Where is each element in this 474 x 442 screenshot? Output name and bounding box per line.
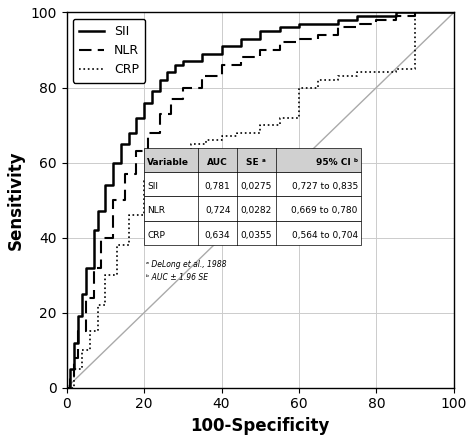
Text: 95% CI ᵇ: 95% CI ᵇ <box>316 158 358 167</box>
Bar <box>144 148 361 172</box>
Legend: SII, NLR, CRP: SII, NLR, CRP <box>73 19 146 83</box>
Text: 0,564 to 0,704: 0,564 to 0,704 <box>292 231 358 240</box>
Text: 0,0282: 0,0282 <box>241 206 272 216</box>
Text: 0,0275: 0,0275 <box>241 182 272 191</box>
Bar <box>144 196 361 221</box>
Text: SE ᵃ: SE ᵃ <box>246 158 266 167</box>
Text: 0,0355: 0,0355 <box>241 231 272 240</box>
Text: 0,781: 0,781 <box>205 182 230 191</box>
Text: AUC: AUC <box>207 158 228 167</box>
Text: CRP: CRP <box>147 231 165 240</box>
Text: 0,724: 0,724 <box>205 206 230 216</box>
Text: ᵇ AUC ± 1.96 SE: ᵇ AUC ± 1.96 SE <box>146 273 208 282</box>
Text: Variable: Variable <box>147 158 189 167</box>
Text: 0,634: 0,634 <box>205 231 230 240</box>
Y-axis label: Sensitivity: Sensitivity <box>7 150 25 250</box>
X-axis label: 100-Specificity: 100-Specificity <box>191 417 330 435</box>
Text: SII: SII <box>147 182 158 191</box>
Text: NLR: NLR <box>147 206 165 216</box>
Text: 0,727 to 0,835: 0,727 to 0,835 <box>292 182 358 191</box>
Text: ᵃ DeLong et al., 1988: ᵃ DeLong et al., 1988 <box>146 260 227 269</box>
Text: 0,669 to 0,780: 0,669 to 0,780 <box>292 206 358 216</box>
Bar <box>144 172 361 196</box>
Bar <box>144 221 361 245</box>
